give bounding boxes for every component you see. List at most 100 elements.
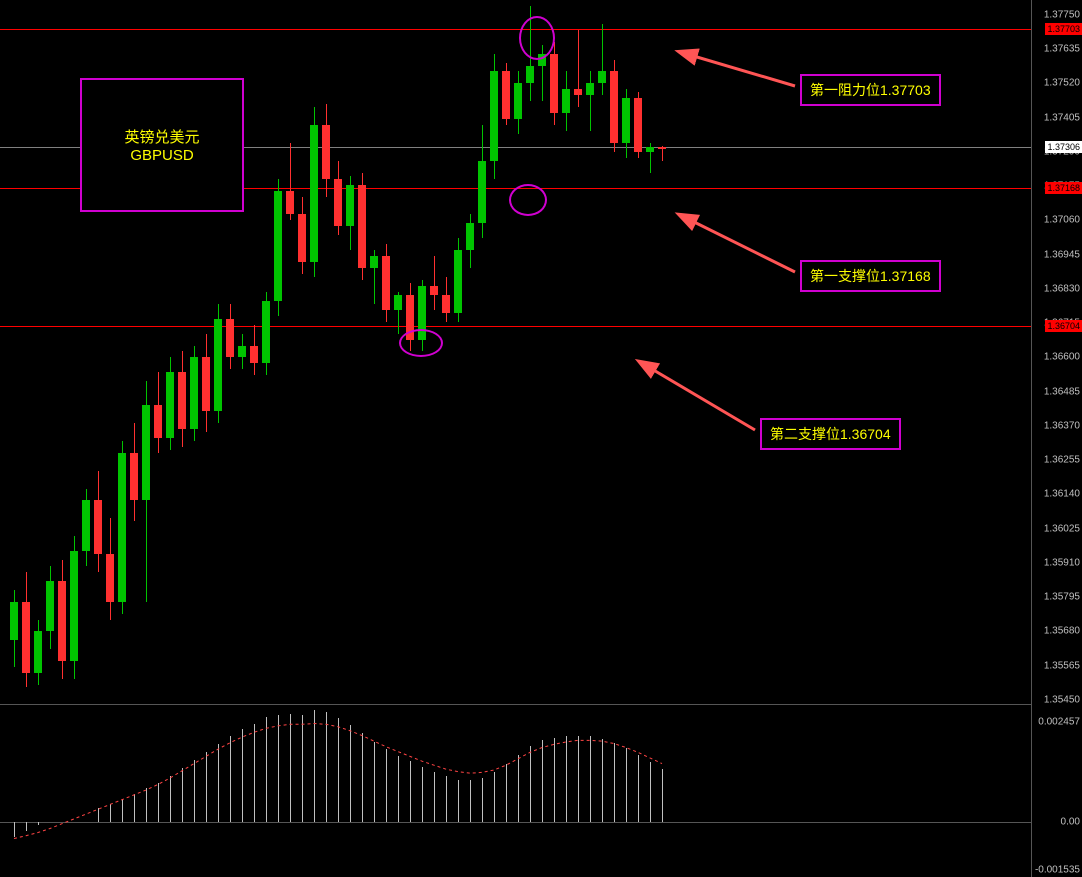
macd-hist-bar	[38, 822, 39, 825]
macd-hist-bar	[614, 743, 615, 822]
macd-hist-bar	[182, 768, 183, 822]
macd-hist-bar	[494, 772, 495, 822]
candle-body	[82, 500, 90, 551]
price-tag-support2: 1.36704	[1045, 320, 1082, 332]
candle-wick	[602, 24, 603, 95]
circle-annotation	[399, 329, 443, 357]
annotation-r1: 第一阻力位1.37703	[800, 74, 941, 106]
macd-hist-bar	[470, 780, 471, 822]
candle-wick	[590, 71, 591, 131]
candle-body	[274, 191, 282, 301]
macd-hist-bar	[638, 755, 639, 822]
macd-ytick: -0.001535	[1035, 865, 1080, 876]
candle-body	[622, 98, 630, 143]
arrow-annotation	[680, 52, 795, 86]
y-axis: 1.377501.376351.375201.374051.372901.371…	[1031, 0, 1082, 877]
ytick: 1.36140	[1044, 489, 1080, 500]
hline-support2	[0, 326, 1032, 327]
candle-body	[178, 372, 186, 429]
candle-body	[634, 98, 642, 152]
macd-hist-bar	[14, 822, 15, 837]
macd-hist-bar	[446, 776, 447, 822]
macd-hist-bar	[410, 761, 411, 822]
macd-hist-bar	[338, 718, 339, 822]
ytick: 1.37750	[1044, 9, 1080, 20]
circle-annotation	[519, 16, 555, 60]
macd-hist-bar	[146, 788, 147, 822]
candle-body	[10, 602, 18, 641]
candle-body	[250, 346, 258, 364]
macd-hist-bar	[458, 780, 459, 822]
ytick: 1.37060	[1044, 215, 1080, 226]
macd-hist-bar	[602, 739, 603, 822]
macd-ytick: 0.002457	[1038, 717, 1080, 728]
candle-wick	[434, 256, 435, 310]
candle-body	[130, 453, 138, 501]
candle-body	[442, 295, 450, 313]
macd-hist-bar	[350, 725, 351, 822]
candle-body	[238, 346, 246, 358]
ytick: 1.36945	[1044, 249, 1080, 260]
candle-wick	[578, 30, 579, 107]
price-tag-current: 1.37306	[1045, 141, 1082, 153]
macd-hist-bar	[326, 712, 327, 822]
macd-hist-bar	[254, 724, 255, 822]
candle-body	[118, 453, 126, 602]
macd-hist-bar	[434, 772, 435, 822]
ytick: 1.35910	[1044, 557, 1080, 568]
candle-body	[598, 71, 606, 83]
ytick: 1.36255	[1044, 455, 1080, 466]
candle-body	[94, 500, 102, 554]
candle-body	[334, 179, 342, 227]
macd-hist-bar	[650, 762, 651, 822]
ytick: 1.36600	[1044, 352, 1080, 363]
candle-body	[34, 631, 42, 673]
candle-body	[370, 256, 378, 268]
candle-body	[154, 405, 162, 438]
macd-ytick: 0.00	[1061, 817, 1080, 828]
macd-hist-bar	[422, 767, 423, 822]
candle-body	[106, 554, 114, 602]
macd-hist-bar	[122, 799, 123, 822]
macd-hist-bar	[290, 714, 291, 822]
ytick: 1.37405	[1044, 112, 1080, 123]
panel-divider	[0, 704, 1032, 705]
macd-hist-bar	[194, 760, 195, 822]
candle-body	[226, 319, 234, 358]
candle-body	[658, 147, 666, 149]
macd-hist-bar	[542, 740, 543, 822]
candle-body	[298, 214, 306, 262]
annotation-s2: 第二支撑位1.36704	[760, 418, 901, 450]
macd-hist-bar	[206, 752, 207, 822]
candle-body	[310, 125, 318, 262]
macd-hist-bar	[530, 746, 531, 822]
ytick: 1.36485	[1044, 386, 1080, 397]
macd-hist-bar	[626, 748, 627, 822]
macd-hist-bar	[26, 822, 27, 831]
macd-hist-bar	[506, 764, 507, 822]
macd-hist-bar	[590, 736, 591, 822]
candle-body	[586, 83, 594, 95]
candle-body	[526, 66, 534, 84]
ytick: 1.35795	[1044, 592, 1080, 603]
candle-body	[514, 83, 522, 119]
candle-body	[322, 125, 330, 179]
candle-body	[46, 581, 54, 632]
candle-body	[214, 319, 222, 411]
macd-hist-bar	[314, 710, 315, 822]
macd-hist-bar	[362, 733, 363, 822]
macd-hist-bar	[662, 769, 663, 822]
candle-body	[70, 551, 78, 661]
macd-hist-bar	[554, 738, 555, 822]
title-box: 英镑兑美元GBPUSD	[80, 78, 244, 212]
candle-body	[454, 250, 462, 313]
macd-hist-bar	[170, 776, 171, 822]
macd-hist-bar	[302, 715, 303, 822]
candle-body	[166, 372, 174, 438]
macd-hist-bar	[230, 736, 231, 822]
candle-body	[58, 581, 66, 661]
candle-body	[610, 71, 618, 142]
ytick: 1.36025	[1044, 523, 1080, 534]
chart-root: 第一阻力位1.37703第一支撑位1.37168第二支撑位1.36704英镑兑美…	[0, 0, 1082, 877]
macd-hist-bar	[278, 715, 279, 822]
